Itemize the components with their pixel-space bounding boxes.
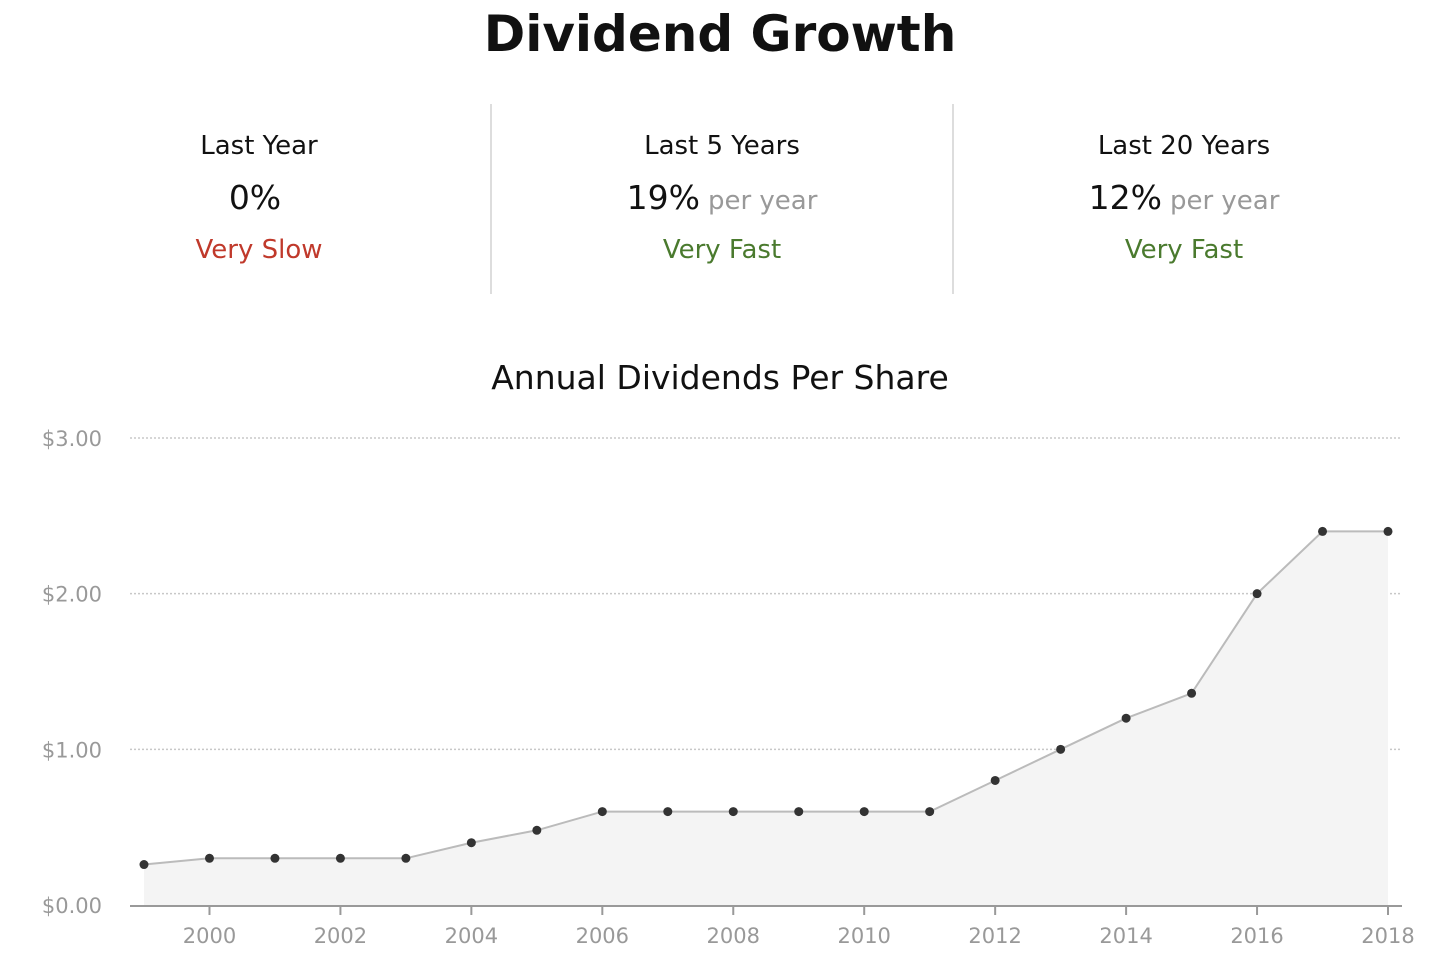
data-point (663, 807, 673, 817)
x-tick-label: 2012 (968, 924, 1021, 948)
data-point (1187, 688, 1197, 698)
data-point (794, 807, 804, 817)
data-point (728, 807, 738, 817)
stat-last-5-years: Last 5 Years 19% per year Very Fast (490, 104, 952, 294)
stat-label: Last 20 Years (1097, 131, 1271, 161)
x-tick-label: 2000 (183, 924, 236, 948)
y-tick-label: $0.00 (42, 894, 102, 918)
stat-rating: Very Fast (1124, 235, 1244, 265)
data-point (1252, 589, 1262, 599)
data-point (859, 807, 869, 817)
stat-rating: Very Fast (662, 235, 782, 265)
dividend-line (143, 530, 1388, 866)
data-point (990, 775, 1000, 785)
stat-last-20-years: Last 20 Years 12% per year Very Fast (952, 104, 1414, 294)
data-point (204, 853, 214, 863)
x-tick-label: 2008 (707, 924, 760, 948)
x-tick-label: 2016 (1230, 924, 1283, 948)
x-axis-ticks: 2000 2002 2004 2006 2008 2010 2012 2014 2016 2018 (183, 906, 1415, 948)
data-point (1056, 744, 1066, 754)
stat-rating: Very Slow (195, 235, 323, 265)
x-tick-label: 2018 (1361, 924, 1414, 948)
data-point (1121, 713, 1131, 723)
y-tick-label: $2.00 (42, 583, 102, 607)
data-point (466, 838, 476, 848)
y-tick-label: $1.00 (42, 738, 102, 762)
data-points (139, 526, 1393, 870)
x-tick-label: 2006 (576, 924, 629, 948)
stat-value: 0% (228, 178, 282, 217)
data-point (139, 860, 149, 870)
x-tick-label: 2014 (1099, 924, 1152, 948)
stat-value-line: 19% per year (492, 178, 952, 224)
y-tick-label: $3.00 (42, 427, 102, 451)
x-tick-label: 2002 (314, 924, 367, 948)
data-point (270, 853, 280, 863)
chart-title: Annual Dividends Per Share (491, 358, 949, 397)
x-tick-label: 2010 (837, 924, 890, 948)
stat-value: 19% (626, 178, 700, 217)
stat-label: Last 5 Years (644, 131, 800, 161)
stat-last-year: Last Year 0% Very Slow (28, 104, 490, 294)
dividend-area (144, 531, 1388, 905)
stat-unit: per year (1169, 186, 1280, 216)
data-point (1383, 526, 1393, 536)
stat-unit: per year (707, 186, 818, 216)
x-tick-label: 2004 (445, 924, 498, 948)
y-axis-ticks: $0.00 $1.00 $2.00 $3.00 (42, 427, 102, 918)
stat-value-line: 12% per year (954, 178, 1414, 224)
stat-label: Last Year (200, 131, 318, 161)
page-title: Dividend Growth (483, 5, 957, 63)
stat-value-line: 0% (28, 178, 490, 224)
data-point (401, 853, 411, 863)
stat-value: 12% (1088, 178, 1162, 217)
data-point (1318, 526, 1328, 536)
data-point (597, 807, 607, 817)
data-point (335, 853, 345, 863)
data-point (532, 825, 542, 835)
growth-stats: Last Year 0% Very Slow Last 5 Years 19% p… (28, 104, 1414, 294)
data-point (925, 807, 935, 817)
